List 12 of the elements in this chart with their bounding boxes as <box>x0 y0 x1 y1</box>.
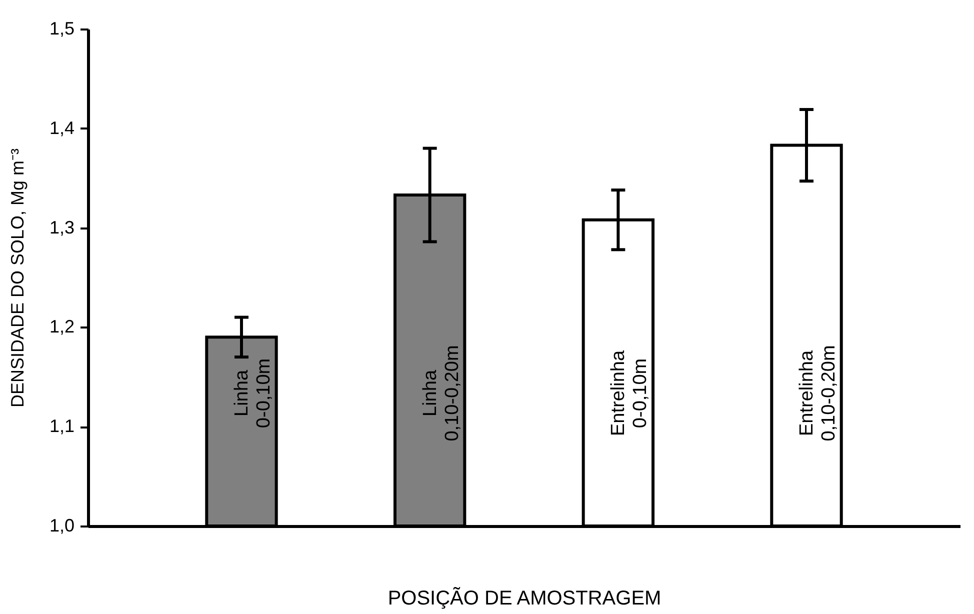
y-axis-title: DENSIDADE DO SOLO, Mg m⁻³ <box>7 148 28 408</box>
y-tick-label: 1,0 <box>49 516 74 536</box>
y-tick-label: 1,3 <box>49 217 74 238</box>
x-tick-label: Linha 0,10-0,20m <box>420 345 463 442</box>
x-axis-title: POSIÇÃO DE AMOSTRAGEM <box>388 586 662 610</box>
y-tick-label: 1,4 <box>49 118 74 138</box>
y-tick-label: 1,2 <box>49 316 74 337</box>
x-tick-label: Entrelinha 0,10-0,20m <box>796 345 840 442</box>
x-tick-label: Linha 0-0,10m <box>231 358 274 428</box>
y-tick-label: 1,5 <box>49 18 74 38</box>
x-tick-label: Entrelinha 0-0,10m <box>608 350 652 436</box>
y-tick-label: 1,1 <box>49 416 74 436</box>
